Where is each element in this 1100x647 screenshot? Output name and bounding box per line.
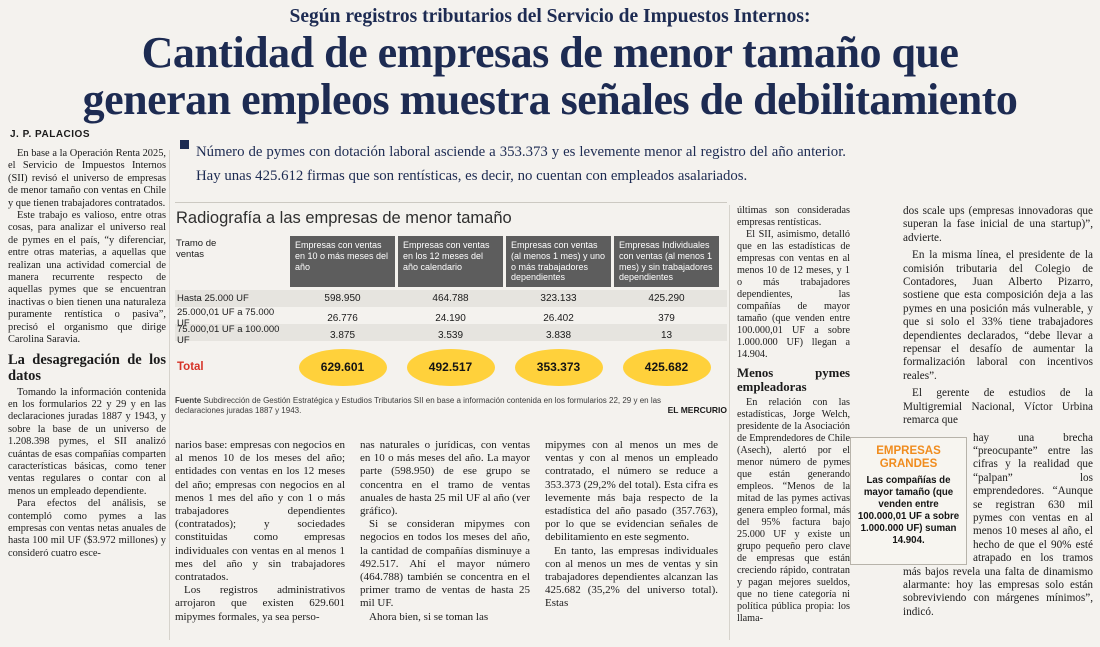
lede: Número de pymes con dotación laboral asc… <box>196 144 846 184</box>
paragraph: En base a la Operación Renta 2025, el Se… <box>8 148 166 209</box>
table-header-row: Tramo de ventas Empresas con ventas en 1… <box>175 236 727 288</box>
infographic-title: Radiografía a las empresas de menor tama… <box>176 209 512 227</box>
article-column-3: nas naturales o jurídicas, con ventas en… <box>360 439 530 644</box>
total-cell: 425.682 <box>614 348 719 386</box>
table-cell: 26.776 <box>327 312 358 324</box>
newspaper-credit: EL MERCURIO <box>667 405 727 416</box>
headline: Cantidad de empresas de menor tamaño que… <box>0 29 1100 123</box>
paragraph: últimas son consideradas empresas rentís… <box>737 205 850 228</box>
article-column-5: últimas son consideradas empresas rentís… <box>737 205 850 643</box>
row-label: 25.000,01 UF a 75.000 UF <box>177 307 275 330</box>
subhead-menos-pymes: Menos pymes empleadoras <box>737 366 850 394</box>
paragraph: Si se consideran mipymes con negocios en… <box>360 518 530 610</box>
table-cell: 379 <box>658 312 675 324</box>
fact-box-title: EMPRESAS GRANDES <box>876 445 941 470</box>
row-label: 75.000,01 UF a 100.000 UF <box>177 324 280 347</box>
source-text: Subdirección de Gestión Estratégica y Es… <box>175 396 662 415</box>
paragraph: Para efectos del análisis, se contempló … <box>8 498 166 559</box>
total-badge: 353.373 <box>514 348 603 386</box>
table-cell: 464.788 <box>432 293 469 305</box>
paragraph: El gerente de estudios de la Multigremia… <box>903 387 1093 427</box>
kicker: Según registros tributarios del Servicio… <box>289 6 811 27</box>
paragraph: En la misma línea, el presidente de la c… <box>903 249 1093 382</box>
column-rule <box>729 205 730 640</box>
table-cell: 24.190 <box>435 312 466 324</box>
row-label: Hasta 25.000 UF <box>177 293 249 305</box>
table-cell: 3.875 <box>329 329 356 341</box>
table-cell: 3.539 <box>437 329 464 341</box>
infographic: Radiografía a las empresas de menor tama… <box>175 202 727 415</box>
paragraph-text: hay una brecha “preocupante” entre las c… <box>903 431 1093 618</box>
lede-marker-square <box>180 140 189 149</box>
headline-line-2: generan empleos muestra señales de debil… <box>82 75 1018 124</box>
total-label: Total <box>177 361 204 374</box>
paragraph: narios base: empresas con negocios en al… <box>175 439 345 584</box>
paragraph: Los registros administrativos arrojaron … <box>175 584 345 623</box>
source-label: Fuente <box>175 396 202 406</box>
paragraph: En tanto, las empresas individuales con … <box>545 544 718 610</box>
column-rule <box>169 150 170 640</box>
table-row: 75.000,01 UF a 100.000 UF 3.875 3.539 3.… <box>175 324 727 346</box>
paragraph: nas naturales o jurídicas, con ventas en… <box>360 439 530 518</box>
source-row: Fuente Subdirección de Gestión Estratégi… <box>175 396 727 415</box>
empresas-grandes-box: EMPRESAS GRANDES Las compañías de mayor … <box>850 437 967 565</box>
paragraph: El SII, asimismo, detalló que en las est… <box>737 229 850 360</box>
paragraph: Este trabajo es valioso, entre otras cos… <box>8 210 166 346</box>
paragraph: En relación con las estadísticas, Jorge … <box>737 397 850 624</box>
headline-line-1: Cantidad de empresas de menor tamaño que <box>141 28 959 77</box>
table-cell: 26.402 <box>543 312 574 324</box>
paragraph: Tomando la información contenida en los … <box>8 386 166 497</box>
column-header-1: Empresas con ventas en 10 o más meses de… <box>290 236 395 288</box>
article-column-6: dos scale ups (empresas innovadoras que … <box>903 205 1093 643</box>
column-header-3: Empresas con ventas (al menos 1 mes) y u… <box>506 236 611 288</box>
table-row: Hasta 25.000 UF 598.950 464.788 323.133 … <box>175 290 727 308</box>
article-column-2: narios base: empresas con negocios en al… <box>175 439 345 644</box>
paragraph: dos scale ups (empresas innovadoras que … <box>903 205 1093 244</box>
table-cell: 598.950 <box>324 293 361 305</box>
column-header-2: Empresas con ventas en los 12 meses del … <box>398 236 503 288</box>
total-cell: 629.601 <box>290 348 395 386</box>
table-cell: 3.838 <box>545 329 572 341</box>
table-cell: 323.133 <box>540 293 577 305</box>
total-badge: 629.601 <box>298 348 387 386</box>
column-header-4: Empresas Individuales con ventas (al men… <box>614 236 719 288</box>
article-column-1: En base a la Operación Renta 2025, el Se… <box>8 148 166 642</box>
byline: J. P. PALACIOS <box>10 129 90 140</box>
article-column-4: mipymes con al menos un mes de ventas y … <box>545 439 718 644</box>
table-row: 25.000,01 UF a 75.000 UF 26.776 24.190 2… <box>175 307 727 329</box>
source-note: Fuente Subdirección de Gestión Estratégi… <box>175 396 665 415</box>
total-cell: 353.373 <box>506 348 611 386</box>
table-cell: 425.290 <box>648 293 685 305</box>
table-total-row: Total 629.601 492.517 353.373 425.682 <box>175 343 727 391</box>
paragraph-wrapping-box: hay una brecha “preocupante” entre las c… <box>903 432 1093 620</box>
fact-box-body: Las compañías de mayor tamaño (que vende… <box>857 475 960 546</box>
total-cell: 492.517 <box>398 348 503 386</box>
subhead-desagregacion: La desagregación de los datos <box>8 351 166 384</box>
paragraph: Ahora bien, si se toman las <box>369 610 489 623</box>
total-badge: 425.682 <box>622 348 711 386</box>
row-axis-label: Tramo de ventas <box>176 238 217 260</box>
paragraph: mipymes con al menos un mes de ventas y … <box>545 439 718 544</box>
total-badge: 492.517 <box>406 348 495 386</box>
table-cell: 13 <box>660 329 673 341</box>
